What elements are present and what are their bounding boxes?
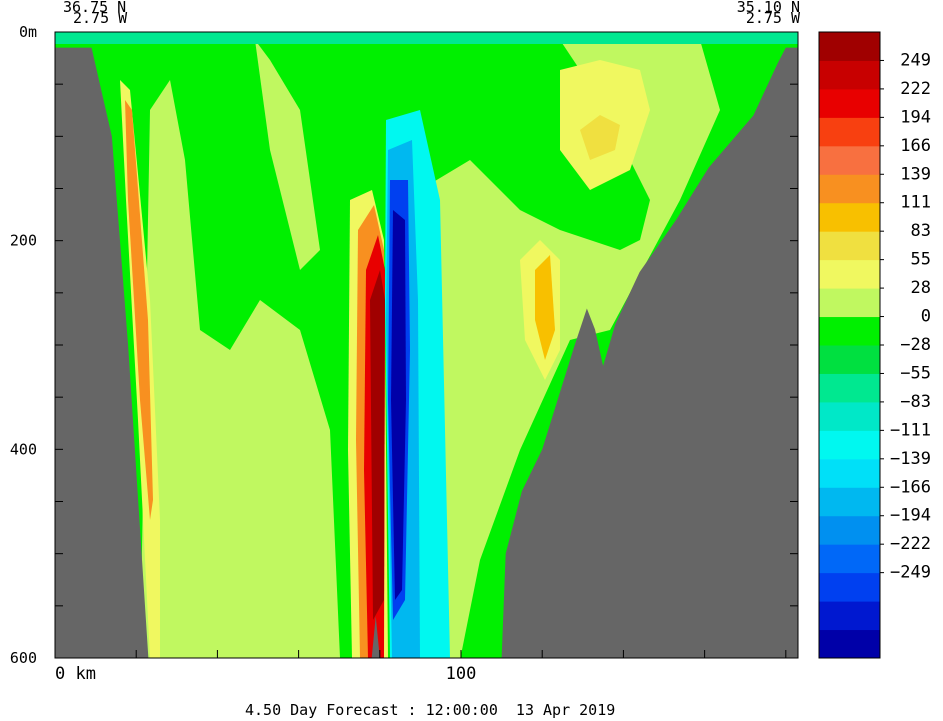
bathymetry-land [55, 47, 798, 658]
x-tick-label: 0 km [55, 664, 96, 684]
colorbar-swatch [819, 430, 880, 460]
colorbar-label: −28 [900, 335, 931, 355]
colorbar-label: −55 [900, 363, 931, 383]
x-tick-label: 100 [446, 664, 477, 684]
y-tick-label: 200 [10, 232, 37, 250]
contour-positive-upper-left [255, 40, 320, 270]
y-tick-label: 400 [10, 440, 37, 458]
contour-dipole-neg-core [391, 210, 406, 600]
colorbar-swatch [819, 601, 880, 631]
colorbar-swatch [819, 345, 880, 374]
colorbar-swatch [819, 88, 880, 118]
y-tick-label: 600 [10, 649, 37, 667]
colorbar-label: 222 [900, 79, 931, 99]
colorbar-swatch [819, 629, 880, 659]
colorbar-swatch [819, 487, 880, 517]
contour-dipole-pos-core [370, 270, 385, 620]
contour-positive-right [420, 40, 720, 658]
colorbar-swatch [819, 544, 880, 574]
surface-layer [55, 32, 798, 44]
contour-gold-patch [580, 115, 620, 160]
colorbar-label: −139 [890, 449, 931, 469]
colorbar-label: −111 [890, 420, 931, 440]
colorbar-label: −166 [890, 477, 931, 497]
colorbar-swatch [819, 259, 880, 289]
colorbar-swatch [819, 401, 880, 431]
colorbar-swatch [819, 288, 880, 318]
colorbar-swatch [819, 145, 880, 175]
contour-orange-right [535, 255, 555, 360]
contour-left-jet-orange [125, 100, 153, 520]
colorbar-swatch [819, 202, 880, 232]
colorbar-swatch [819, 60, 880, 90]
colorbar-swatch [819, 32, 880, 61]
colorbar-label: 55 [911, 250, 931, 270]
colorbar-label: 194 [900, 107, 931, 127]
colorbar-label: 166 [900, 136, 931, 156]
colorbar-swatch [819, 174, 880, 204]
colorbar-swatch [819, 316, 880, 346]
colorbar-label: −83 [900, 392, 931, 412]
right-latitude-label: 35.10 N [736, 0, 800, 16]
colorbar-label: 249 [900, 50, 931, 70]
colorbar-label: −222 [890, 534, 931, 554]
left-latitude-label: 36.75 N [63, 0, 127, 16]
right-longitude-label: 2.75 W [745, 9, 800, 27]
colorbar-swatch [819, 572, 880, 602]
colorbar-swatch [819, 515, 880, 545]
colorbar-label: 28 [911, 278, 931, 298]
colorbar-label: 139 [900, 164, 931, 184]
colorbar-swatch [819, 231, 880, 261]
colorbar-swatch [819, 373, 880, 403]
colorbar-label: 83 [911, 221, 931, 241]
colorbar-label: 111 [900, 193, 931, 213]
contour-field [55, 32, 798, 658]
y-tick-label: 0m [19, 23, 37, 41]
footer-forecast-label: 4.50 Day Forecast : 12:00:00 13 Apr 2019 [245, 701, 616, 719]
colorbar-label: 0 [921, 307, 931, 327]
left-longitude-label: 2.75 W [73, 9, 128, 27]
colorbar-swatch [819, 458, 880, 488]
colorbar-swatch [819, 117, 880, 147]
contour-positive-left [140, 80, 340, 658]
colorbar-label: −249 [890, 563, 931, 583]
colorbar-label: −194 [890, 506, 931, 526]
